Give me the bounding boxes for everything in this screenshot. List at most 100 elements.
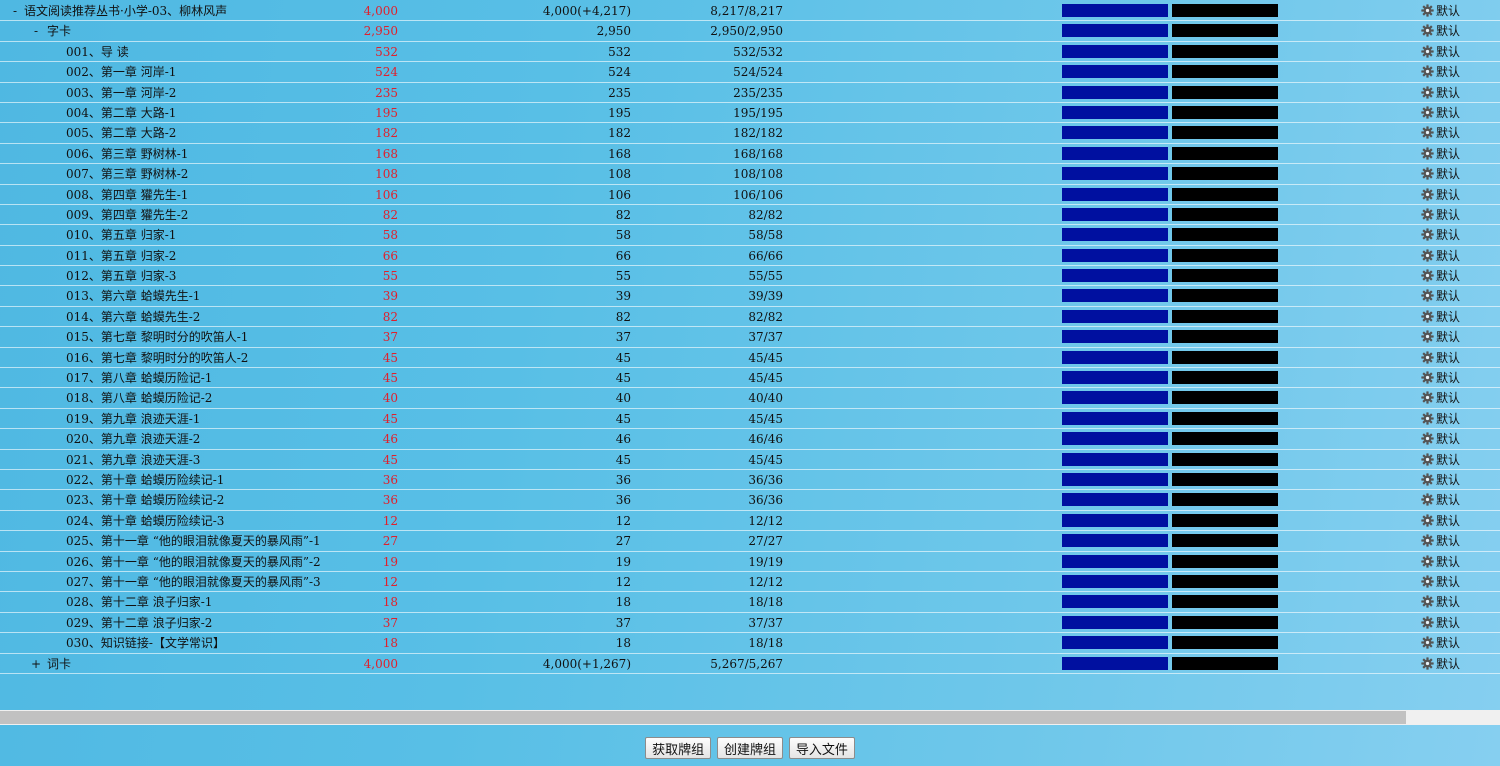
deck-row[interactable]: 022、第十章 蛤蟆历险续记-1 36 36 36/36 默认 bbox=[0, 470, 1500, 491]
deck-row[interactable]: 028、第十二章 浪子归家-1 18 18 18/18 默认 bbox=[0, 592, 1500, 613]
deck-row[interactable]: 016、第七章 黎明时分的吹笛人-2 45 45 45/45 默认 bbox=[0, 348, 1500, 369]
deck-options-button[interactable]: 默认 bbox=[1421, 62, 1460, 82]
deck-options-button[interactable]: 默认 bbox=[1421, 348, 1460, 368]
deck-row[interactable]: 021、第九章 浪迹天涯-3 45 45 45/45 默认 bbox=[0, 450, 1500, 470]
deck-row[interactable]: 027、第十一章 “他的眼泪就像夏天的暴风雨”-3 12 12 12/12 默认 bbox=[0, 572, 1500, 593]
deck-options-button[interactable]: 默认 bbox=[1421, 388, 1460, 408]
deck-options-button[interactable]: 默认 bbox=[1421, 613, 1460, 633]
expand-toggle[interactable]: - bbox=[33, 24, 39, 39]
deck-name-link[interactable]: 029、第十二章 浪子归家-2 bbox=[66, 615, 213, 630]
deck-name-link[interactable]: 012、第五章 归家-3 bbox=[66, 269, 177, 284]
deck-row[interactable]: 008、第四章 獾先生-1 106 106 106/106 默认 bbox=[0, 185, 1500, 205]
deck-row[interactable]: + 词卡 4,000 4,000(+1,267) 5,267/5,267 默认 bbox=[0, 654, 1500, 674]
deck-row[interactable]: 003、第一章 河岸-2 235 235 235/235 默认 bbox=[0, 83, 1500, 103]
deck-row[interactable]: 006、第三章 野树林-1 168 168 168/168 默认 bbox=[0, 144, 1500, 165]
deck-name-link[interactable]: 007、第三章 野树林-2 bbox=[66, 167, 189, 182]
expand-toggle[interactable]: - bbox=[12, 4, 18, 18]
deck-options-button[interactable]: 默认 bbox=[1421, 307, 1460, 327]
deck-options-button[interactable]: 默认 bbox=[1421, 42, 1460, 62]
deck-options-button[interactable]: 默认 bbox=[1421, 592, 1460, 612]
deck-name-link[interactable]: 025、第十一章 “他的眼泪就像夏天的暴风雨”-1 bbox=[66, 534, 321, 549]
deck-options-button[interactable]: 默认 bbox=[1421, 490, 1460, 510]
deck-options-button[interactable]: 默认 bbox=[1421, 450, 1460, 470]
deck-options-button[interactable]: 默认 bbox=[1421, 225, 1460, 245]
deck-name-link[interactable]: 003、第一章 河岸-2 bbox=[66, 85, 177, 100]
deck-row[interactable]: 012、第五章 归家-3 55 55 55/55 默认 bbox=[0, 266, 1500, 287]
import-file-button[interactable]: 导入文件 bbox=[788, 737, 855, 759]
deck-name-link[interactable]: 018、第八章 蛤蟆历险记-2 bbox=[66, 391, 213, 406]
deck-row[interactable]: 011、第五章 归家-2 66 66 66/66 默认 bbox=[0, 246, 1500, 267]
deck-options-button[interactable]: 默认 bbox=[1421, 246, 1460, 266]
deck-row[interactable]: 014、第六章 蛤蟆先生-2 82 82 82/82 默认 bbox=[0, 307, 1500, 328]
deck-name-link[interactable]: 026、第十一章 “他的眼泪就像夏天的暴风雨”-2 bbox=[66, 554, 321, 569]
deck-options-button[interactable]: 默认 bbox=[1421, 266, 1460, 286]
deck-name-link[interactable]: 024、第十章 蛤蟆历险续记-3 bbox=[66, 513, 225, 528]
deck-row[interactable]: 025、第十一章 “他的眼泪就像夏天的暴风雨”-1 27 27 27/27 默认 bbox=[0, 531, 1500, 552]
deck-options-button[interactable]: 默认 bbox=[1421, 429, 1460, 449]
deck-row[interactable]: 018、第八章 蛤蟆历险记-2 40 40 40/40 默认 bbox=[0, 388, 1500, 409]
deck-name-link[interactable]: 028、第十二章 浪子归家-1 bbox=[66, 595, 213, 610]
deck-row[interactable]: 002、第一章 河岸-1 524 524 524/524 默认 bbox=[0, 62, 1500, 83]
deck-options-button[interactable]: 默认 bbox=[1421, 1, 1460, 21]
deck-name-link[interactable]: 语文阅读推荐丛书·小学-03、柳林风声 bbox=[24, 4, 228, 18]
deck-row[interactable]: 030、知识链接-【文学常识】 18 18 18/18 默认 bbox=[0, 633, 1500, 654]
deck-row[interactable]: 017、第八章 蛤蟆历险记-1 45 45 45/45 默认 bbox=[0, 368, 1500, 389]
deck-options-button[interactable]: 默认 bbox=[1421, 572, 1460, 592]
deck-name-link[interactable]: 017、第八章 蛤蟆历险记-1 bbox=[66, 371, 213, 386]
deck-name-link[interactable]: 002、第一章 河岸-1 bbox=[66, 65, 177, 80]
deck-row[interactable]: 005、第二章 大路-2 182 182 182/182 默认 bbox=[0, 123, 1500, 144]
deck-name-link[interactable]: 019、第九章 浪迹天涯-1 bbox=[66, 411, 201, 426]
deck-row[interactable]: 024、第十章 蛤蟆历险续记-3 12 12 12/12 默认 bbox=[0, 511, 1500, 532]
deck-options-button[interactable]: 默认 bbox=[1421, 531, 1460, 551]
deck-row[interactable]: 010、第五章 归家-1 58 58 58/58 默认 bbox=[0, 225, 1500, 246]
deck-options-button[interactable]: 默认 bbox=[1421, 286, 1460, 306]
deck-options-button[interactable]: 默认 bbox=[1421, 83, 1460, 103]
deck-row[interactable]: 023、第十章 蛤蟆历险续记-2 36 36 36/36 默认 bbox=[0, 490, 1500, 511]
deck-options-button[interactable]: 默认 bbox=[1421, 164, 1460, 184]
deck-name-link[interactable]: 016、第七章 黎明时分的吹笛人-2 bbox=[66, 350, 249, 365]
deck-name-link[interactable]: 013、第六章 蛤蟆先生-1 bbox=[66, 289, 201, 304]
scrollbar-thumb[interactable] bbox=[0, 711, 1406, 724]
deck-row[interactable]: 009、第四章 獾先生-2 82 82 82/82 默认 bbox=[0, 205, 1500, 226]
deck-name-link[interactable]: 011、第五章 归家-2 bbox=[66, 248, 177, 263]
deck-options-button[interactable]: 默认 bbox=[1421, 409, 1460, 429]
expand-toggle[interactable]: + bbox=[30, 656, 42, 671]
deck-name-link[interactable]: 020、第九章 浪迹天涯-2 bbox=[66, 432, 201, 447]
deck-name-link[interactable]: 006、第三章 野树林-1 bbox=[66, 146, 189, 161]
deck-name-link[interactable]: 022、第十章 蛤蟆历险续记-1 bbox=[66, 472, 225, 487]
deck-row[interactable]: 020、第九章 浪迹天涯-2 46 46 46/46 默认 bbox=[0, 429, 1500, 450]
deck-row[interactable]: 015、第七章 黎明时分的吹笛人-1 37 37 37/37 默认 bbox=[0, 327, 1500, 348]
deck-name-link[interactable]: 030、知识链接-【文学常识】 bbox=[66, 636, 225, 651]
deck-row[interactable]: - 语文阅读推荐丛书·小学-03、柳林风声 4,000 4,000(+4,217) 8,… bbox=[0, 1, 1500, 22]
deck-row[interactable]: 026、第十一章 “他的眼泪就像夏天的暴风雨”-2 19 19 19/19 默认 bbox=[0, 552, 1500, 572]
deck-row[interactable]: 004、第二章 大路-1 195 195 195/195 默认 bbox=[0, 103, 1500, 124]
deck-name-link[interactable]: 010、第五章 归家-1 bbox=[66, 228, 177, 243]
deck-options-button[interactable]: 默认 bbox=[1421, 144, 1460, 164]
deck-options-button[interactable]: 默认 bbox=[1421, 470, 1460, 490]
deck-options-button[interactable]: 默认 bbox=[1421, 327, 1460, 347]
deck-row[interactable]: 029、第十二章 浪子归家-2 37 37 37/37 默认 bbox=[0, 613, 1500, 634]
deck-name-link[interactable]: 004、第二章 大路-1 bbox=[66, 105, 177, 120]
deck-options-button[interactable]: 默认 bbox=[1421, 205, 1460, 225]
deck-options-button[interactable]: 默认 bbox=[1421, 654, 1460, 674]
deck-name-link[interactable]: 015、第七章 黎明时分的吹笛人-1 bbox=[66, 330, 249, 345]
deck-options-button[interactable]: 默认 bbox=[1421, 123, 1460, 143]
deck-name-link[interactable]: 008、第四章 獾先生-1 bbox=[66, 187, 189, 202]
deck-row[interactable]: 007、第三章 野树林-2 108 108 108/108 默认 bbox=[0, 164, 1500, 185]
deck-name-link[interactable]: 词卡 bbox=[47, 656, 72, 671]
deck-name-link[interactable]: 027、第十一章 “他的眼泪就像夏天的暴风雨”-3 bbox=[66, 574, 321, 589]
deck-name-link[interactable]: 005、第二章 大路-2 bbox=[66, 126, 177, 141]
deck-options-button[interactable]: 默认 bbox=[1421, 633, 1460, 653]
deck-row[interactable]: 001、导 读 532 532 532/532 默认 bbox=[0, 42, 1500, 63]
deck-name-link[interactable]: 009、第四章 獾先生-2 bbox=[66, 207, 189, 222]
deck-name-link[interactable]: 001、导 读 bbox=[66, 44, 129, 59]
deck-name-link[interactable]: 字卡 bbox=[47, 24, 72, 39]
deck-options-button[interactable]: 默认 bbox=[1421, 511, 1460, 531]
deck-options-button[interactable]: 默认 bbox=[1421, 21, 1460, 41]
deck-options-button[interactable]: 默认 bbox=[1421, 103, 1460, 123]
deck-options-button[interactable]: 默认 bbox=[1421, 552, 1460, 572]
deck-options-button[interactable]: 默认 bbox=[1421, 368, 1460, 388]
deck-row[interactable]: 013、第六章 蛤蟆先生-1 39 39 39/39 默认 bbox=[0, 286, 1500, 307]
horizontal-scrollbar[interactable] bbox=[0, 710, 1500, 725]
deck-row[interactable]: 019、第九章 浪迹天涯-1 45 45 45/45 默认 bbox=[0, 409, 1500, 430]
